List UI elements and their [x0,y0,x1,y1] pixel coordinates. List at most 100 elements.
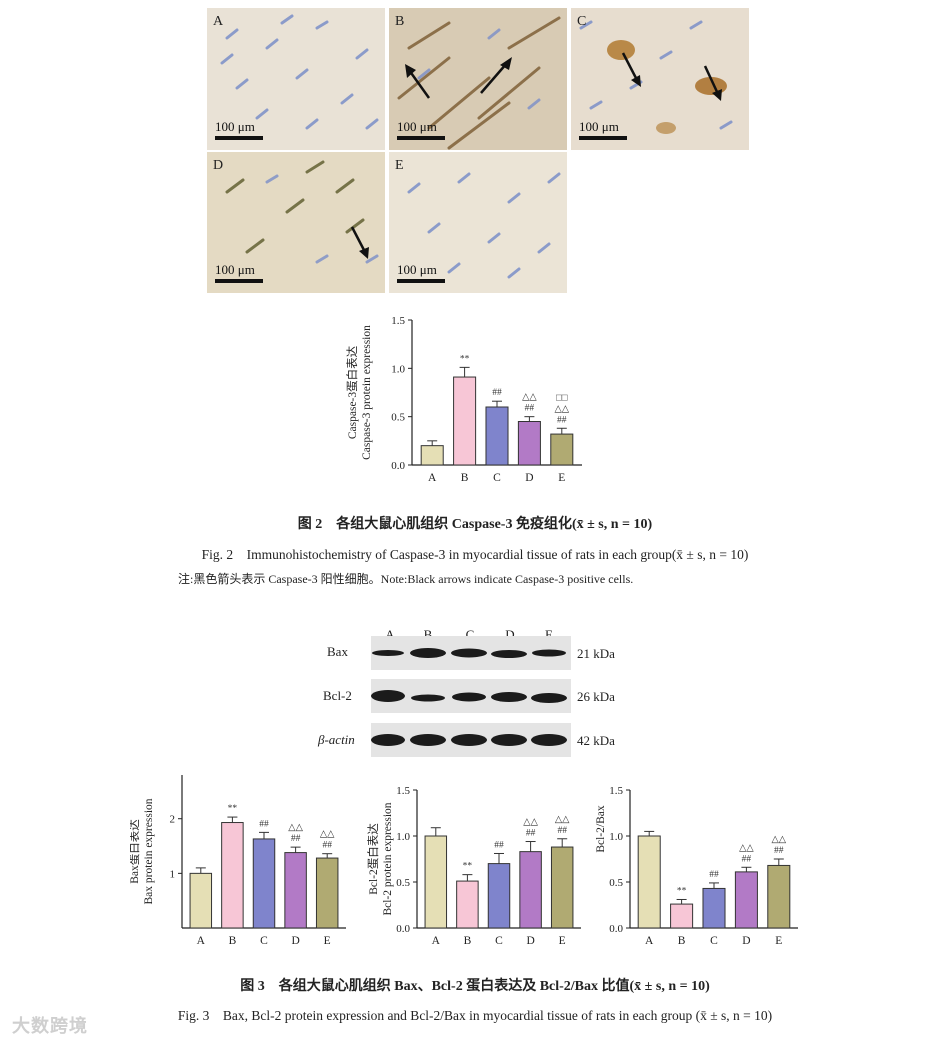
significance-marker: ## [557,415,567,425]
band-bax-e [532,649,566,657]
y-tick-label: 0.5 [391,412,405,424]
significance-marker: ## [259,819,269,829]
watermark: 大数跨境 [12,1016,88,1037]
panel-label: C [577,14,587,29]
scale-bar: 100 μm [579,119,627,140]
blot-col-c: C [465,627,475,642]
band-bax-d [491,650,527,658]
significance-marker: ## [291,834,301,844]
scale-bar: 100 μm [215,262,263,283]
bar-d [284,852,307,929]
band-actin-d [491,734,527,746]
significance-marker: □□ [556,393,568,403]
x-tick-label: B [461,472,469,484]
significance-marker: ## [742,854,752,864]
significance-marker: △△ [771,835,786,845]
blot-col-a: A [385,627,395,642]
x-tick-label: A [645,935,654,947]
significance-marker: ** [460,354,470,364]
y-axis-label-en: Bcl-2/Bax [595,805,607,853]
x-tick-label: A [428,472,437,484]
bar-d [734,871,758,929]
y-tick-label: 1.5 [609,785,623,797]
significance-marker: ** [677,886,687,896]
fig3-caption-cn: 图 3 各组大鼠心肌组织 Bax、Bcl-2 蛋白表达及 Bcl-2/Bax 比… [240,979,710,994]
significance-marker: ## [709,870,719,880]
significance-marker: △△ [739,843,754,853]
bar-e [550,846,574,929]
bar-a [637,835,661,929]
band-bax-b [410,648,446,658]
significance-marker: △△ [554,404,569,414]
micrograph-panel-a: A 100 μm [207,8,385,150]
significance-marker: ## [492,388,502,398]
x-tick-label: D [291,935,299,947]
y-axis-label-cn: Bax蛋白表达 [130,819,141,884]
significance-marker: △△ [320,830,335,840]
blot-kda-bax: 21 kDa [577,646,615,661]
x-tick-label: E [558,472,565,484]
fig2-note: 注:黑色箭头表示 Caspase-3 阳性细胞。Note:Black arrow… [178,572,634,586]
significance-marker: △△ [288,823,303,833]
x-tick-label: D [742,935,750,947]
significance-marker: ## [494,840,504,850]
x-tick-label: E [324,935,331,947]
band-actin-e [531,734,567,746]
panel-label: E [395,158,404,173]
y-tick-label: 0.5 [609,877,623,889]
significance-marker: ## [525,404,535,414]
y-tick-label: 0.5 [396,877,410,889]
x-tick-label: A [197,935,206,947]
bar-c [702,887,726,929]
scale-bar-text: 100 μm [215,262,255,277]
bar-d [517,421,541,466]
y-tick-label: 1.5 [391,315,405,327]
micrograph-b-image [389,8,567,150]
fig3-caption-en: Fig. 3 Bax, Bcl-2 protein expression and… [177,1008,773,1023]
band-bcl2-a [371,690,405,702]
bar-e [767,864,791,929]
blot-label-bcl2: Bcl-2 [323,688,352,703]
y-tick-label: 1.5 [396,785,410,797]
blot-col-e: E [545,627,553,642]
micrograph-e-image [389,152,567,293]
x-tick-label: D [526,935,534,947]
significance-marker: ** [463,862,473,872]
micrograph-d-image [207,152,385,293]
band-bcl2-b [411,694,445,702]
blot-bands [371,636,571,757]
bar-a [424,835,448,929]
bar-b [670,903,694,929]
micrograph-panel-c: C 100 μm [571,8,749,150]
y-tick-label: 1.0 [609,831,623,843]
scale-bar: 100 μm [215,119,263,140]
bax-bar-chart: 1 2 Bax蛋白表达 Bax protein expression A B ** C ## D #… [130,775,346,947]
x-tick-label: B [678,935,686,947]
bar-a [420,445,444,466]
band-bcl2-c [452,692,486,702]
significance-marker: △△ [522,393,537,403]
panel-label: B [395,14,405,29]
y-axis-label-en: Bax protein expression [143,798,155,904]
y-axis-label-en: Caspase-3 protein expression [361,325,373,460]
y-tick-label: 1.0 [391,363,405,375]
bar-b [221,822,244,929]
micrograph-panel-d: D 100 μm [207,152,385,293]
bar-c [487,863,511,929]
significance-marker: ** [228,804,238,814]
micrograph-c-image [571,8,749,150]
scale-bar-text: 100 μm [397,262,437,277]
bar-c [252,838,276,929]
y-axis-label-en: Bcl-2 protein expression [382,802,394,915]
blot-kda-actin: 42 kDa [577,733,615,748]
bar-d [519,851,542,929]
blot-kda-bcl2: 26 kDa [577,689,615,704]
micrograph-panel-b: B 100 μm [389,8,567,150]
band-actin-c [451,734,487,746]
x-tick-label: E [559,935,566,947]
bar-b [453,376,477,466]
band-bax-c [451,648,487,658]
x-tick-label: D [525,472,533,484]
significance-marker: △△ [555,815,570,825]
y-tick-label: 1 [170,868,176,880]
